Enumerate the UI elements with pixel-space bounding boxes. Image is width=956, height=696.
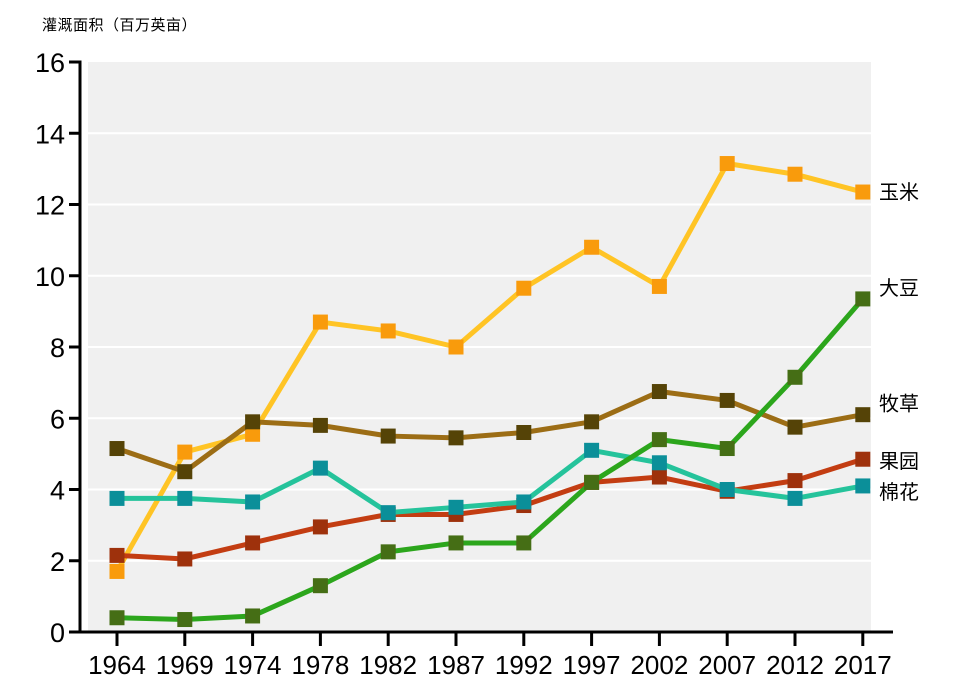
corn-marker-1964 <box>109 563 125 579</box>
corn-marker-1992 <box>516 280 532 296</box>
hay-marker-1969 <box>177 464 193 480</box>
x-tick-label-1969: 1969 <box>156 650 214 680</box>
y-tick-label-10: 10 <box>35 262 65 292</box>
soybean-marker-1982 <box>380 544 396 560</box>
corn-marker-2002 <box>651 278 667 294</box>
y-tick-label-8: 8 <box>50 333 65 363</box>
chart-title: 灌溉面积（百万英亩） <box>42 17 198 34</box>
orchard-marker-2017 <box>855 451 871 467</box>
orchard-series-label: 果园 <box>879 451 919 473</box>
cotton-marker-1982 <box>380 505 396 521</box>
cotton-marker-1964 <box>109 490 125 506</box>
cotton-marker-2007 <box>719 482 735 497</box>
hay-marker-2017 <box>855 407 871 423</box>
soybean-marker-1992 <box>516 535 532 551</box>
soybean-marker-1987 <box>448 535 464 551</box>
cotton-marker-2002 <box>651 455 667 471</box>
y-tick-label-2: 2 <box>50 547 65 577</box>
x-tick-label-1997: 1997 <box>563 650 621 680</box>
cotton-marker-1978 <box>312 460 328 476</box>
hay-marker-1992 <box>516 425 532 440</box>
hay-series-label: 牧草 <box>879 393 919 416</box>
y-tick-label-4: 4 <box>50 476 65 506</box>
soybean-marker-2007 <box>719 441 735 457</box>
soybean-line <box>114 296 866 623</box>
cotton-series-label: 棉花 <box>879 481 919 504</box>
soybean-marker-2012 <box>787 369 803 385</box>
x-tick-label-1978: 1978 <box>291 650 349 680</box>
x-tick-label-2017: 2017 <box>834 650 892 680</box>
soybean-marker-2017 <box>855 291 871 307</box>
orchard-marker-2012 <box>787 473 803 489</box>
soybean-marker-1974 <box>245 608 261 624</box>
soybean-marker-2002 <box>651 432 667 448</box>
hay-marker-1978 <box>312 417 328 433</box>
x-tick-label-1982: 1982 <box>359 650 417 680</box>
y-tick-label-6: 6 <box>50 404 65 434</box>
orchard-marker-1964 <box>109 547 125 563</box>
corn-marker-1982 <box>380 323 396 339</box>
x-tick-label-2002: 2002 <box>630 650 688 680</box>
hay-marker-1982 <box>380 428 396 444</box>
x-tick-label-2012: 2012 <box>766 650 824 680</box>
soybean-marker-1964 <box>109 610 125 626</box>
hay-marker-2007 <box>719 392 735 408</box>
y-tick-label-12: 12 <box>35 191 65 221</box>
soybean-marker-1969 <box>177 612 193 628</box>
x-tick-label-2007: 2007 <box>698 650 756 680</box>
soybean-series-label: 大豆 <box>879 277 919 300</box>
corn-line <box>114 161 866 574</box>
corn-marker-2007 <box>719 156 735 172</box>
cotton-marker-1974 <box>245 494 261 510</box>
corn-marker-1987 <box>448 339 464 355</box>
y-tick-label-14: 14 <box>35 119 65 149</box>
x-tick-label-1987: 1987 <box>427 650 485 680</box>
cotton-line <box>114 447 866 516</box>
corn-series-label: 玉米 <box>879 181 919 204</box>
x-tick-label-1964: 1964 <box>88 650 146 680</box>
corn-marker-2012 <box>787 166 803 182</box>
orchard-marker-2002 <box>651 469 667 485</box>
hay-marker-1997 <box>584 414 600 430</box>
hay-marker-2002 <box>651 384 667 400</box>
corn-marker-1978 <box>312 314 328 330</box>
x-tick-label-1974: 1974 <box>224 650 282 680</box>
hay-marker-1974 <box>245 414 261 430</box>
orchard-marker-1974 <box>245 535 261 551</box>
soybean-marker-1978 <box>312 578 328 594</box>
hay-marker-1987 <box>448 430 464 446</box>
soybean-marker-1997 <box>584 474 600 490</box>
hay-line <box>114 389 866 475</box>
corn-marker-1974 <box>245 426 261 442</box>
x-tick-label-1992: 1992 <box>495 650 553 680</box>
cotton-marker-1987 <box>448 499 464 515</box>
cotton-marker-2012 <box>787 490 803 506</box>
cotton-marker-1992 <box>516 494 532 510</box>
cotton-marker-1969 <box>177 490 193 506</box>
corn-marker-2017 <box>855 184 871 200</box>
hay-marker-1964 <box>109 441 125 457</box>
orchard-marker-1978 <box>312 519 328 535</box>
corn-marker-1997 <box>584 239 600 255</box>
y-tick-label-0: 0 <box>50 618 65 648</box>
y-tick-label-16: 16 <box>35 48 65 78</box>
corn-marker-1969 <box>177 444 193 460</box>
hay-marker-2012 <box>787 419 803 435</box>
orchard-marker-1969 <box>177 551 193 567</box>
cotton-marker-1997 <box>584 442 600 458</box>
cotton-marker-2017 <box>855 478 871 494</box>
